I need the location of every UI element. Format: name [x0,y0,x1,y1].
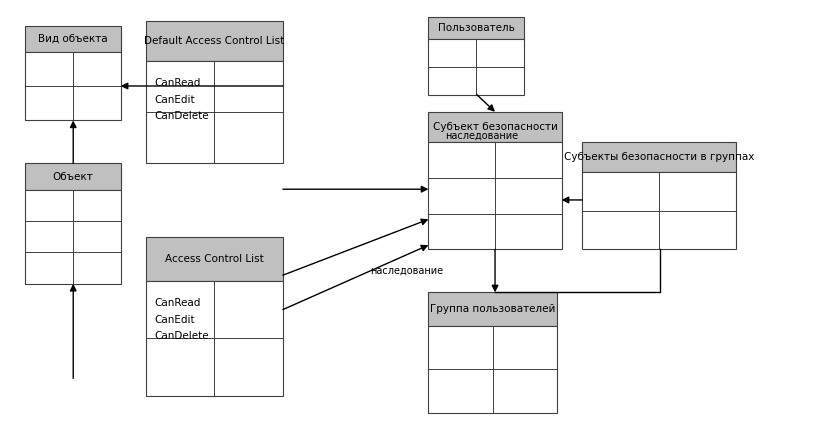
Text: CanEdit: CanEdit [154,95,195,105]
Text: Пользователь: Пользователь [438,23,515,33]
FancyBboxPatch shape [25,26,121,52]
FancyBboxPatch shape [25,52,121,120]
FancyBboxPatch shape [428,326,557,413]
FancyBboxPatch shape [428,39,524,95]
FancyBboxPatch shape [428,17,524,39]
FancyBboxPatch shape [582,142,736,172]
Text: Объект: Объект [52,172,93,181]
Text: Default Access Control List: Default Access Control List [144,37,285,46]
Text: наследование: наследование [370,266,443,276]
Text: CanRead: CanRead [154,78,201,89]
FancyBboxPatch shape [146,281,283,396]
FancyBboxPatch shape [428,292,557,326]
FancyBboxPatch shape [25,163,121,190]
Text: CanEdit: CanEdit [154,315,195,325]
Text: Вид объекта: Вид объекта [38,34,107,44]
FancyBboxPatch shape [582,172,736,249]
Text: Субъекты безопасности в группах: Субъекты безопасности в группах [564,152,755,162]
FancyBboxPatch shape [146,22,283,61]
FancyBboxPatch shape [428,142,562,249]
Text: Группа пользователей: Группа пользователей [430,304,556,314]
FancyBboxPatch shape [146,237,283,281]
Text: Access Control List: Access Control List [165,254,264,264]
FancyBboxPatch shape [25,190,121,284]
Text: CanDelete: CanDelete [154,331,209,341]
Text: Субъект безопасности: Субъект безопасности [433,122,557,132]
Text: CanDelete: CanDelete [154,111,209,121]
FancyBboxPatch shape [428,112,562,142]
Text: CanRead: CanRead [154,298,201,308]
FancyBboxPatch shape [146,61,283,163]
Text: наследование: наследование [445,130,518,141]
